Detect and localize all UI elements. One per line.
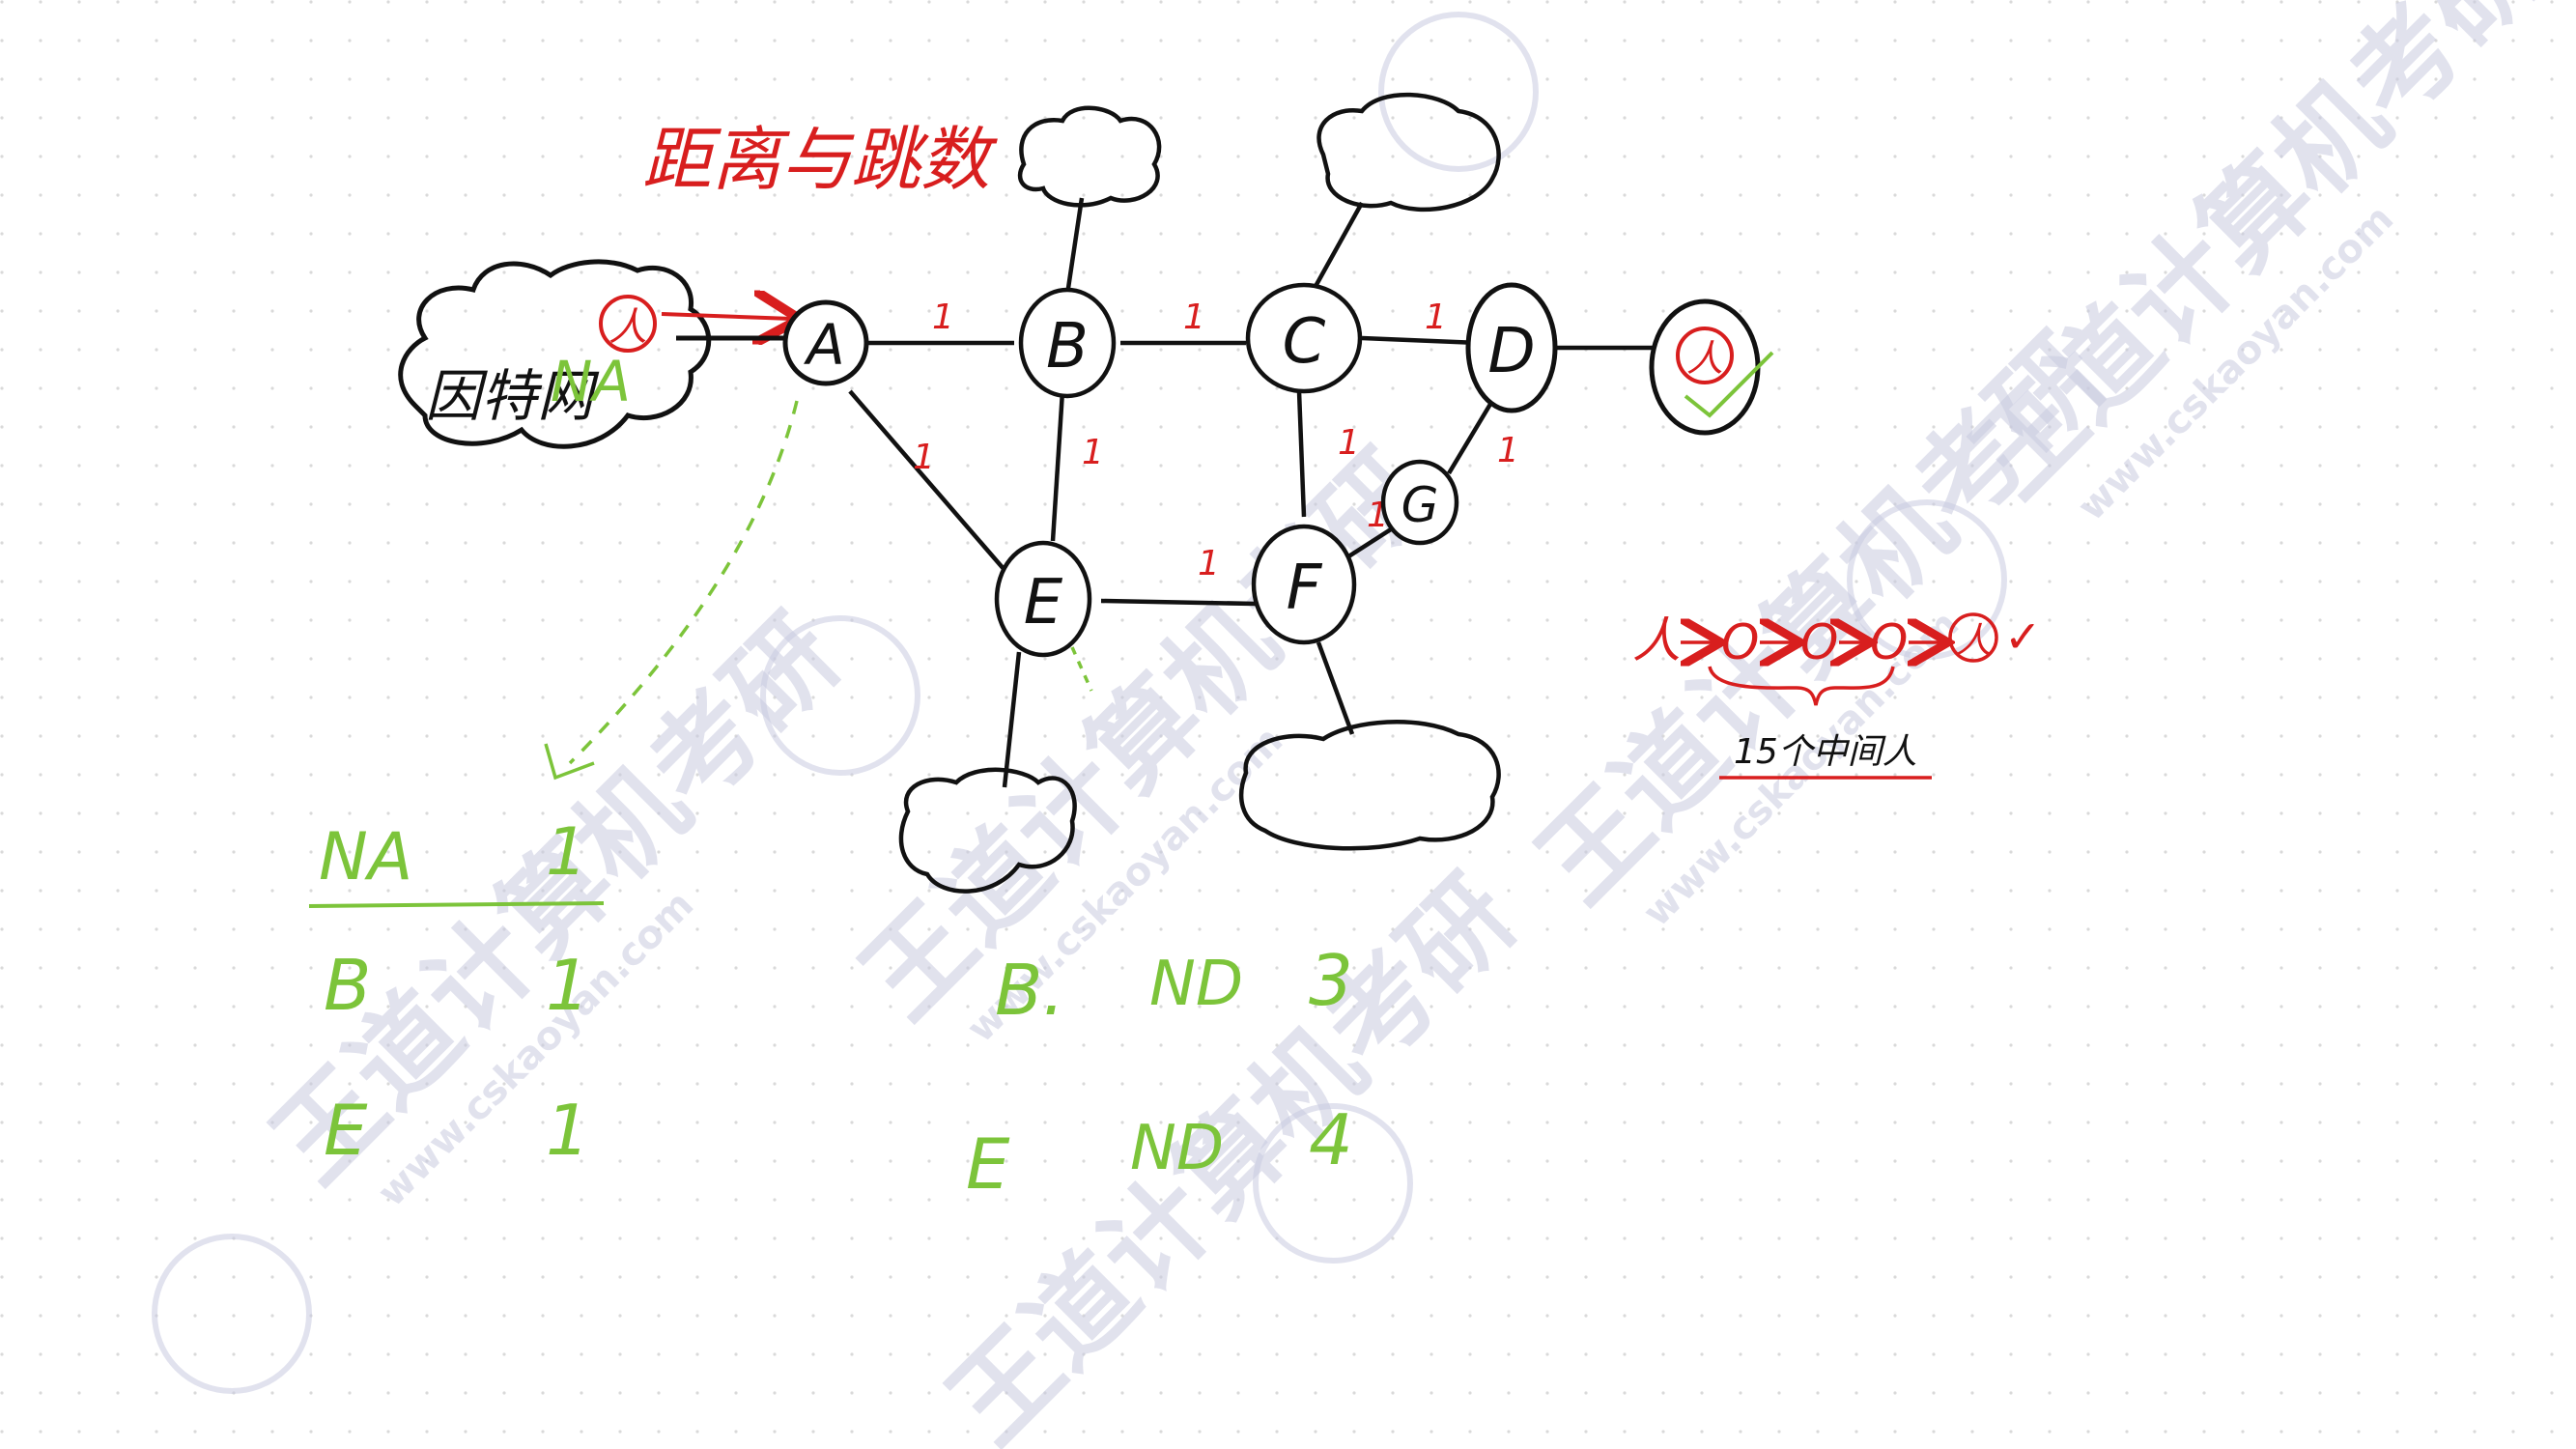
- node-label: A: [803, 312, 845, 378]
- node-label: E: [1024, 567, 1063, 639]
- edge-F-G: [1341, 527, 1393, 562]
- chain-start: 人: [1632, 612, 1681, 668]
- check-icon: [1684, 351, 1774, 418]
- chain-brace: [1708, 666, 1895, 706]
- row-dist: 1: [546, 945, 590, 1026]
- node-F: F: [1251, 524, 1357, 645]
- weight-C-F: 1: [1338, 423, 1360, 463]
- node-label: D: [1487, 316, 1535, 387]
- dest-person-circle: [1676, 327, 1734, 384]
- routing-table: NA 1 B 1 E 1: [308, 814, 605, 1171]
- weight-A-E: 1: [913, 438, 935, 477]
- table-divider: [308, 901, 605, 908]
- node-C: C: [1245, 282, 1363, 394]
- internet-label: 因特网: [425, 363, 600, 429]
- node-E: E: [994, 540, 1092, 658]
- watermark-seal: [1253, 1103, 1413, 1264]
- watermark-seal: [760, 615, 920, 776]
- node-A: A: [782, 299, 869, 386]
- node-label: C: [1283, 306, 1326, 378]
- router-circle: [1465, 282, 1558, 413]
- network-cloud-B: [1017, 105, 1162, 208]
- weight-B-C: 1: [1183, 298, 1205, 337]
- chain-end: 人: [1956, 621, 1991, 661]
- chain-hop: O: [1800, 614, 1838, 670]
- route-via: B.: [995, 950, 1064, 1031]
- route-net: ND: [1149, 949, 1243, 1020]
- router-circle: [1380, 459, 1459, 546]
- network-cloud-C: [1316, 92, 1501, 213]
- edges: [848, 197, 1661, 788]
- route-dist: 3: [1309, 940, 1353, 1021]
- network-cloud-E: [898, 767, 1077, 894]
- edge-weights: 1 1 1 1 1 1 1 1 1: [913, 298, 1519, 583]
- router-circle: [1018, 287, 1117, 399]
- arrow-person-to-A: [661, 314, 792, 319]
- network-cloud-F: [1238, 720, 1501, 851]
- edge-C-D: [1361, 335, 1479, 346]
- row-dist: 1: [546, 814, 587, 891]
- edge-E-cloud: [1002, 651, 1022, 788]
- network-na-label: NA: [551, 349, 631, 414]
- edge-F-cloud: [1316, 641, 1355, 735]
- watermark-seal: [1378, 12, 1539, 172]
- route-net: ND: [1130, 1113, 1224, 1184]
- edge-A-E: [848, 389, 1006, 572]
- weight-C-D: 1: [1425, 298, 1447, 337]
- source-person-label: 人: [609, 305, 647, 350]
- router-circle: [1245, 282, 1363, 394]
- edge-B-cloud: [1064, 197, 1085, 296]
- routing-row: E 1: [324, 1090, 590, 1171]
- relay-chain: 人 O O O 人 ✓ 15个中间人: [1632, 611, 2042, 780]
- route-dist: 4: [1309, 1099, 1353, 1180]
- chain-check: ✓: [2004, 611, 2042, 663]
- row-dest: B: [324, 945, 371, 1026]
- edge-G-D: [1447, 399, 1494, 475]
- routing-row: B 1: [324, 945, 590, 1026]
- chain-end-circle: [1948, 612, 1998, 663]
- dest-person-node: 人: [1649, 298, 1774, 436]
- dashed-arrow-head: [544, 743, 595, 781]
- node-D: D: [1465, 282, 1558, 413]
- edge-C-F: [1296, 390, 1307, 518]
- internet-cloud: [398, 259, 712, 449]
- edge-B-E: [1050, 390, 1065, 542]
- row-dest: E: [324, 1090, 368, 1171]
- watermark-seal: [152, 1234, 312, 1394]
- router-circle: [1251, 524, 1357, 645]
- dest-person-label: 人: [1686, 337, 1723, 380]
- node-G: G: [1380, 459, 1459, 546]
- row-dest: NA: [319, 819, 412, 895]
- weight-B-E: 1: [1082, 433, 1104, 472]
- chain-hop: O: [1870, 614, 1908, 670]
- edge-C-cloud: [1312, 201, 1364, 292]
- dashed-arrow-A-to-table: [568, 400, 799, 765]
- router-circle: [782, 299, 869, 386]
- title-distance-hops: 距离与跳数: [642, 119, 998, 200]
- weight-A-B: 1: [932, 298, 954, 337]
- route-via: E: [966, 1123, 1010, 1205]
- router-circle: [994, 540, 1092, 658]
- edge-E-F: [1100, 598, 1257, 607]
- node-B: B: [1018, 287, 1117, 399]
- chain-hop: O: [1721, 614, 1759, 670]
- source-person-node: [599, 295, 657, 353]
- neighbor-routes: B. ND 3 E ND 4: [966, 940, 1353, 1205]
- node-label: F: [1287, 553, 1323, 624]
- row-dist: 1: [546, 1090, 590, 1171]
- weight-E-F: 1: [1198, 544, 1220, 583]
- chain-caption: 15个中间人: [1734, 732, 1917, 772]
- node-label: B: [1046, 311, 1089, 383]
- neighbor-route-row: E ND 4: [966, 1099, 1353, 1205]
- weight-G-D: 1: [1497, 431, 1519, 470]
- routing-row: NA 1: [319, 814, 587, 895]
- neighbor-route-row: B. ND 3: [995, 940, 1353, 1031]
- node-label: G: [1401, 477, 1439, 533]
